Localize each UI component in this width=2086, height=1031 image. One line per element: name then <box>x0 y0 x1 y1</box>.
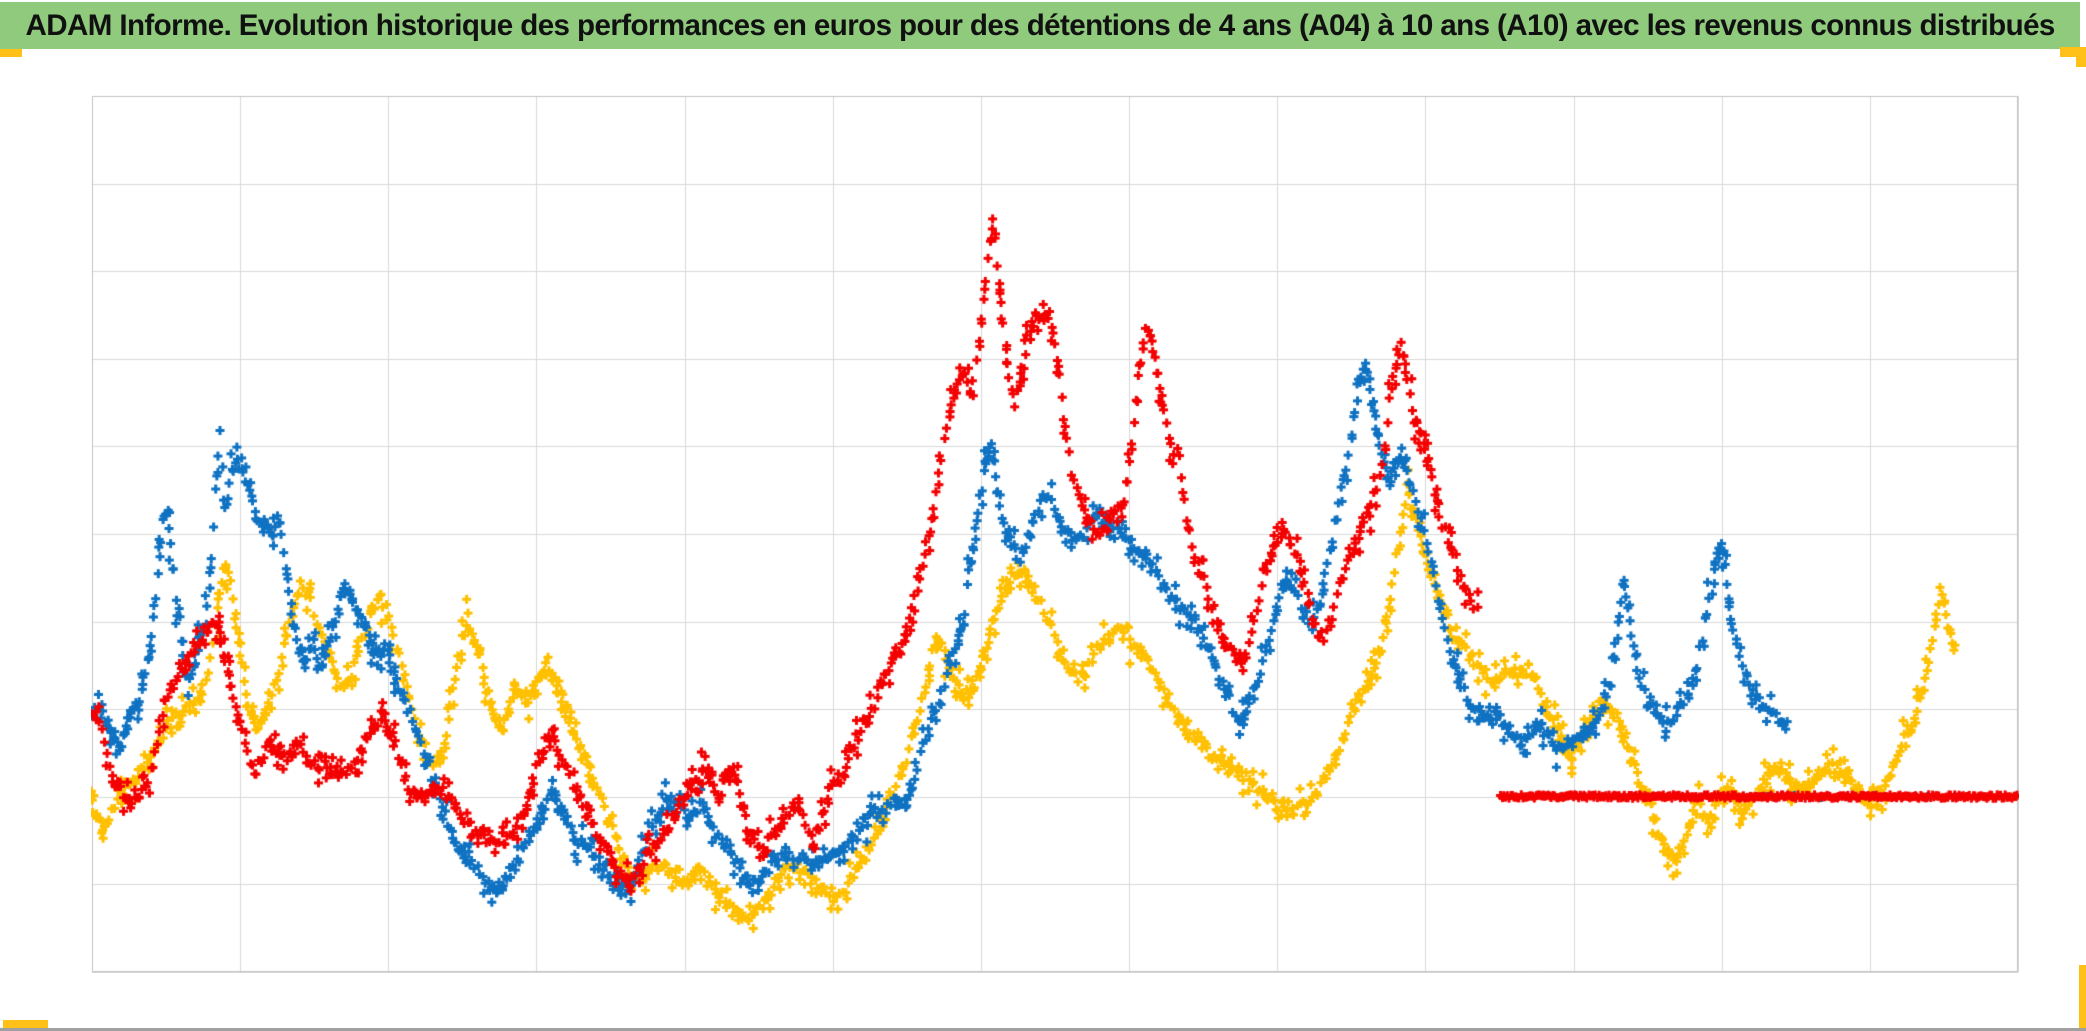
title-banner: ADAM Informe. Evolution historique des p… <box>0 2 2080 49</box>
yellow-corner-accent-top-right-vertical <box>2076 47 2086 67</box>
page-title: ADAM Informe. Evolution historique des p… <box>25 8 2055 42</box>
bottom-divider-line <box>0 1028 2086 1031</box>
yellow-corner-accent-bottom-right <box>2079 965 2086 1029</box>
yellow-corner-accent-top-right-horizontal <box>2060 47 2086 57</box>
yellow-corner-accent-top-left <box>0 49 22 57</box>
performance-scatter-chart <box>91 95 2019 973</box>
yellow-corner-accent-bottom-left <box>3 1020 48 1029</box>
